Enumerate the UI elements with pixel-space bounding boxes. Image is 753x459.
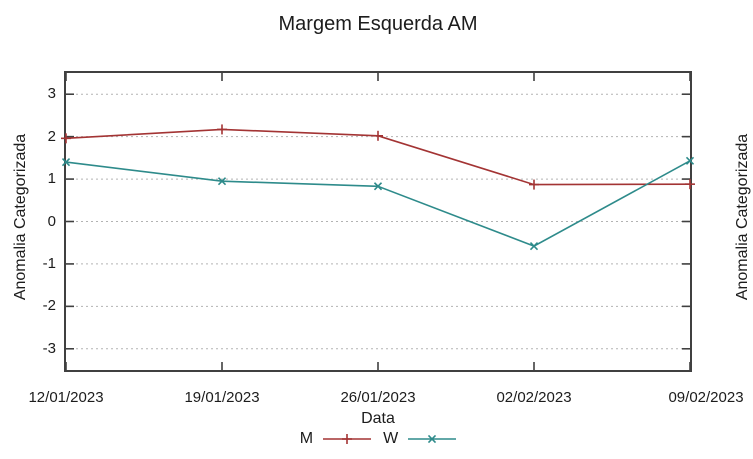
legend-line-sample (408, 434, 457, 444)
x-tick-label: 26/01/2023 (340, 389, 416, 406)
x-tick-label: 09/02/2023 (668, 389, 744, 406)
y-tick-label: 2 (47, 127, 56, 145)
legend-label: W (383, 430, 399, 447)
y-tick-label: 1 (47, 170, 56, 188)
y-tick-label: -2 (42, 297, 56, 315)
legend-entry-m: M (299, 430, 372, 448)
legend-entry-w: W (383, 430, 457, 448)
x-axis-label: Data (361, 410, 395, 427)
legend-line-sample (323, 434, 372, 444)
y-tick-label: 0 (47, 212, 56, 230)
y-tick-label: -3 (42, 339, 56, 357)
series-line-w (65, 160, 691, 247)
y-tick-label: -1 (42, 254, 56, 272)
plot-area (61, 71, 695, 372)
x-tick-label: 19/01/2023 (184, 389, 260, 406)
series-plot (61, 73, 695, 370)
legend-label: M (299, 430, 314, 447)
y-tick-label: 3 (47, 85, 56, 103)
partial-right-chart-ylabel: Anomalia Categorizada (734, 133, 751, 301)
chart-title: Margem Esquerda AM (278, 13, 478, 35)
x-tick-label: 12/01/2023 (28, 389, 104, 406)
x-tick-label: 02/02/2023 (496, 389, 572, 406)
